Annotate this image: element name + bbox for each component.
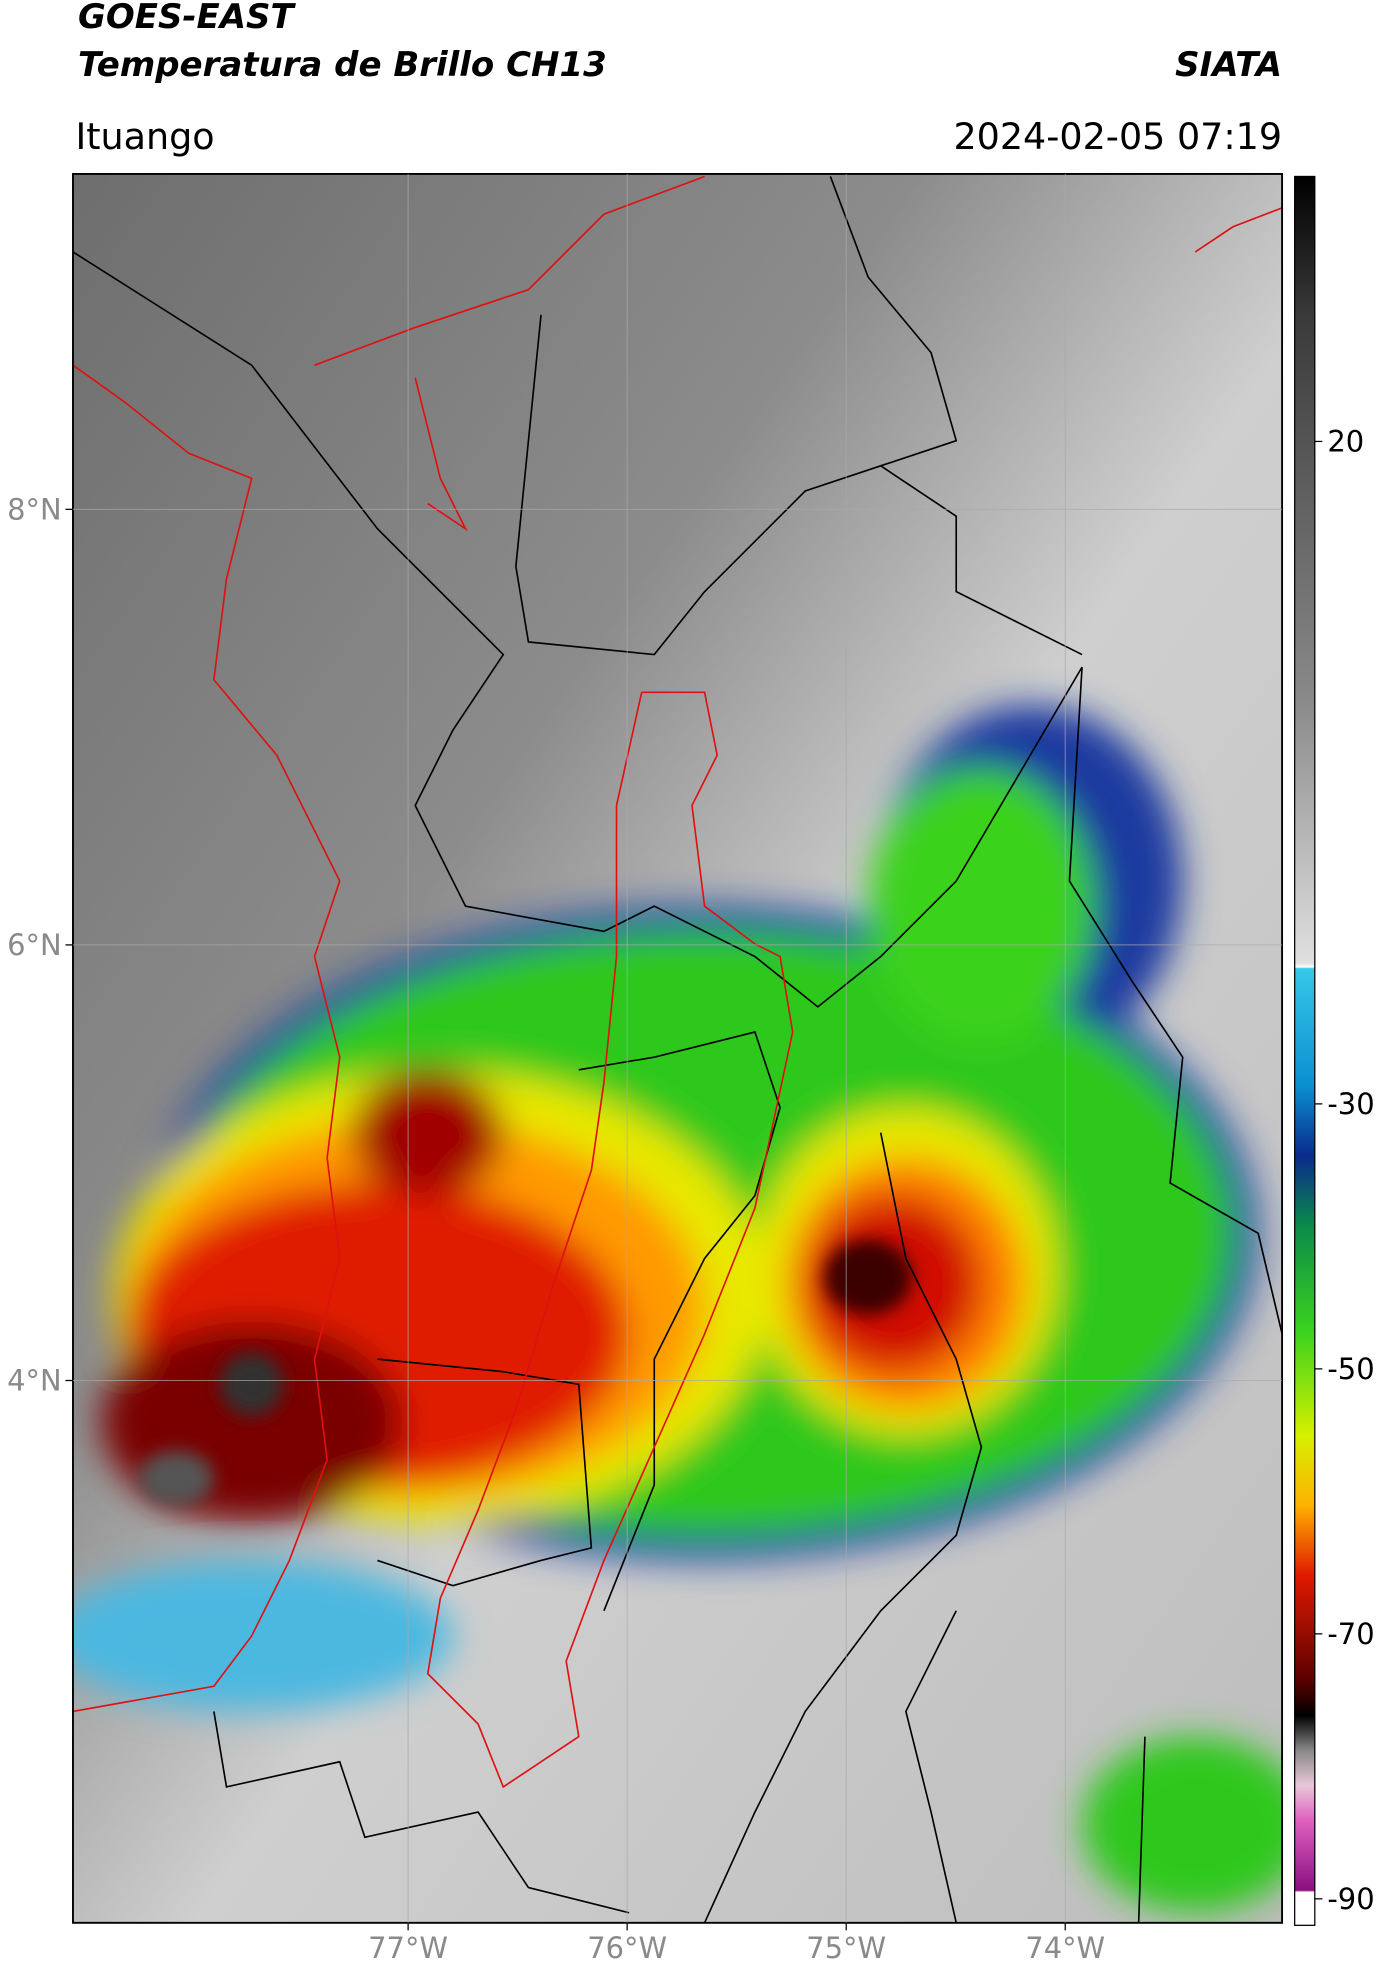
colorbar-tick-label: -90	[1327, 1882, 1374, 1916]
colorbar-tick-label: 20	[1327, 425, 1364, 459]
subtitle: Temperatura de Brillo CH13	[78, 45, 607, 85]
colorbar-tick-label: -30	[1327, 1087, 1374, 1121]
source: SIATA	[1175, 45, 1282, 85]
title: GOES-EAST	[78, 0, 296, 37]
location: Ituango	[75, 115, 214, 158]
y-tick-label: 8°N	[7, 492, 62, 526]
satellite-image	[72, 173, 1283, 1923]
datetime: 2024-02-05 07:19	[953, 115, 1282, 158]
map-frame	[72, 172, 1284, 1924]
colorbar	[1294, 175, 1316, 1926]
y-tick-label: 4°N	[7, 1364, 62, 1398]
y-tick-label: 6°N	[7, 928, 62, 962]
colorbar-tick-label: -50	[1327, 1352, 1374, 1386]
x-tick-label: 76°W	[587, 1931, 667, 1965]
x-tick-label: 77°W	[368, 1931, 448, 1965]
x-tick-label: 75°W	[806, 1931, 886, 1965]
x-tick-label: 74°W	[1025, 1931, 1105, 1965]
colorbar-tick-label: -70	[1327, 1617, 1374, 1651]
